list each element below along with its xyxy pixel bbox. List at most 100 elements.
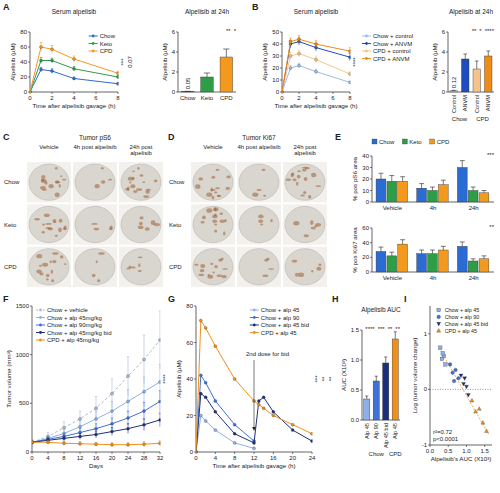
- significance: ***: [314, 375, 320, 383]
- point: [214, 399, 217, 402]
- y-tick-label: 2: [442, 69, 446, 75]
- y-tick: [446, 32, 448, 33]
- image-cell: [73, 162, 117, 202]
- error-bar: [384, 357, 387, 363]
- point: [349, 56, 351, 59]
- stain: [95, 184, 100, 188]
- point: [79, 435, 82, 438]
- x-tick: [273, 452, 274, 454]
- point: [79, 417, 82, 420]
- legend: Chow + controlChow + ANVMCPD + controlCP…: [362, 33, 413, 62]
- stain: [130, 184, 135, 188]
- stain: [98, 252, 104, 255]
- significance: **: [226, 28, 231, 34]
- y-tick-label: 40: [186, 376, 193, 382]
- legend-label: Keto: [409, 139, 422, 145]
- stain: [200, 269, 205, 272]
- image-panel: DTumor Ki67Vehicle4h post alpelisib24h p…: [168, 132, 327, 287]
- row-label: CPD: [169, 264, 182, 270]
- x-tick-label: 20: [289, 455, 296, 461]
- x-tick: [448, 445, 449, 447]
- x-tick: [333, 92, 334, 94]
- column-header: Vehicle: [203, 144, 223, 150]
- y-tick-label: 40: [362, 153, 369, 159]
- point: [40, 59, 43, 62]
- point: [73, 77, 76, 80]
- significance: *: [234, 28, 237, 34]
- stain: [291, 173, 294, 177]
- image-cell: [283, 204, 327, 244]
- error-bar: [117, 82, 119, 85]
- point: [159, 442, 161, 445]
- legend-marker: [92, 50, 95, 53]
- x-tick: [80, 452, 81, 454]
- figure: CTumor pS6Vehicle4h post alpelisib24h po…: [0, 0, 500, 493]
- error-bar: [282, 92, 283, 93]
- error-bar: [127, 443, 129, 447]
- stain: [214, 191, 217, 193]
- marks: [450, 51, 492, 92]
- error-bar: [143, 335, 145, 384]
- stain: [267, 258, 270, 260]
- legend-line: [36, 340, 45, 341]
- y-axis-title: Alpelisib (µM): [175, 360, 182, 398]
- stain: [34, 218, 40, 221]
- stain: [258, 214, 264, 218]
- stain: [219, 219, 225, 223]
- point: [51, 59, 54, 62]
- y-axis: [362, 330, 363, 420]
- stain: [42, 263, 48, 267]
- stain: [58, 228, 62, 233]
- error-bar: [73, 56, 75, 62]
- y-axis-title: Alpelisib (µM): [431, 43, 438, 81]
- stain: [55, 180, 59, 184]
- significance: **: [395, 326, 400, 332]
- row-label: Keto: [4, 222, 17, 228]
- y-tick: [446, 92, 448, 93]
- legend-marker: [253, 331, 256, 334]
- error-bar: [127, 411, 129, 425]
- y-tick-label: 80: [186, 303, 193, 309]
- y-tick: [370, 228, 372, 229]
- marks: [430, 346, 492, 434]
- legend-label: CPD: [437, 139, 450, 145]
- error-bar: [452, 90, 456, 92]
- tissue: [239, 249, 279, 285]
- y-tick: [280, 80, 282, 81]
- point: [111, 392, 114, 395]
- error-bar: [298, 63, 300, 68]
- row-label: CPD: [4, 264, 17, 270]
- y-tick: [194, 342, 196, 343]
- significance: **: [321, 376, 327, 381]
- y-tick: [30, 306, 32, 307]
- stain: [316, 267, 321, 271]
- stain: [136, 188, 142, 191]
- point: [291, 429, 294, 432]
- point: [470, 398, 474, 402]
- bar: [468, 191, 478, 203]
- point: [204, 381, 207, 384]
- point: [253, 447, 256, 450]
- image-cell: [119, 204, 163, 244]
- x-tick-label: 20: [109, 455, 116, 461]
- x-tick-label: 0.5: [444, 448, 453, 454]
- point: [63, 426, 66, 429]
- bar-chart: 0.00.51.01.5AUC (X10³)Alp 45Alp 90Alp 45…: [340, 306, 403, 457]
- stain: [214, 224, 217, 226]
- point: [32, 441, 34, 444]
- error-bar: [143, 419, 145, 431]
- legend-label: Chow + alp 45: [261, 307, 300, 313]
- point: [464, 385, 468, 389]
- legend-label: Chow + alp 45 bid: [445, 321, 488, 327]
- point: [291, 423, 294, 426]
- error-bar: [51, 46, 53, 54]
- legend-swatch: [430, 139, 435, 144]
- stain: [222, 268, 228, 270]
- stain: [94, 228, 100, 231]
- stain: [60, 255, 63, 258]
- point: [32, 441, 34, 444]
- stain: [213, 208, 219, 212]
- group-label: Chow: [452, 116, 468, 122]
- y-tick: [28, 47, 30, 48]
- y-tick-label: 20: [272, 65, 279, 71]
